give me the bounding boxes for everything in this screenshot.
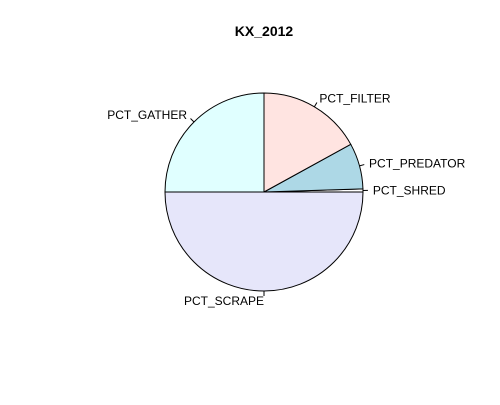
chart-title: KX_2012 bbox=[235, 23, 294, 39]
pie-slices bbox=[165, 93, 363, 291]
pie-label-pct-predator: PCT_PREDATOR bbox=[369, 156, 466, 170]
pie-label-pct-scrape: PCT_SCRAPE bbox=[184, 294, 264, 308]
pie-slice-pct-scrape bbox=[165, 192, 363, 291]
pie-label-pct-gather: PCT_GATHER bbox=[107, 108, 187, 122]
pie-tick-pct-filter bbox=[314, 103, 317, 107]
pie-tick-pct-predator bbox=[359, 165, 364, 166]
pie-tick-pct-gather bbox=[191, 119, 195, 123]
pie-label-pct-filter: PCT_FILTER bbox=[319, 91, 390, 105]
pie-label-pct-shred: PCT_SHRED bbox=[373, 183, 446, 197]
